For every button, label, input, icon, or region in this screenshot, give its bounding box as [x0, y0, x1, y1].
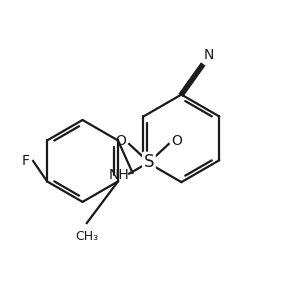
Text: NH: NH [109, 168, 130, 182]
Text: N: N [204, 48, 214, 62]
Text: F: F [22, 154, 30, 168]
Text: O: O [172, 134, 183, 148]
Text: O: O [115, 134, 126, 148]
Text: CH₃: CH₃ [75, 230, 98, 243]
Text: S: S [144, 153, 154, 171]
